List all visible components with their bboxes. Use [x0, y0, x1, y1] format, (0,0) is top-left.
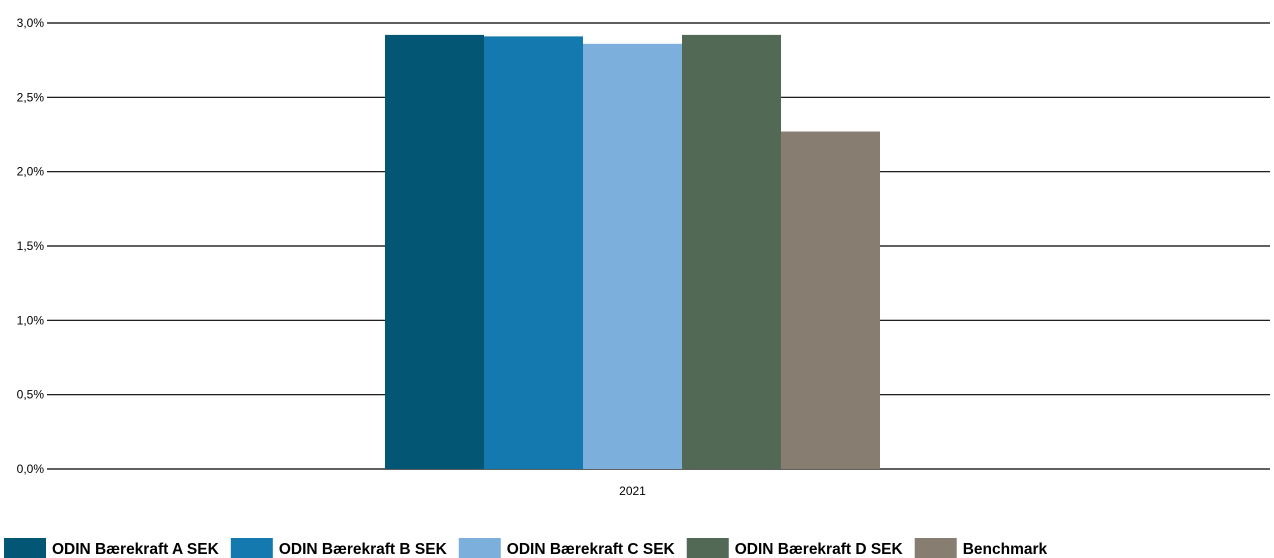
legend-label: ODIN Bærekraft B SEK	[279, 541, 448, 558]
legend-label: Benchmark	[963, 541, 1048, 558]
legend-label: ODIN Bærekraft A SEK	[52, 541, 220, 558]
legend-item: ODIN Bærekraft D SEK	[686, 538, 904, 558]
x-tick-label: 2021	[619, 484, 646, 498]
legend-swatch	[686, 538, 729, 558]
legend-swatch	[458, 538, 501, 558]
legend-swatch	[4, 538, 46, 558]
y-tick-label: 2,5%	[17, 90, 45, 104]
bar-2	[484, 36, 583, 469]
legend-swatch	[914, 538, 957, 558]
y-axis-tick-labels: 0,0% 0,5% 1,0% 1,5% 2,0% 2,5% 3,0%	[17, 16, 45, 476]
y-tick-label: 3,0%	[17, 16, 45, 30]
x-axis-tick-labels: 2021	[619, 484, 646, 498]
legend-item: ODIN Bærekraft B SEK	[230, 538, 448, 558]
y-tick-label: 0,5%	[17, 388, 45, 402]
y-tick-label: 1,0%	[17, 313, 45, 327]
bar-3	[583, 43, 682, 470]
legend-item: Benchmark	[914, 538, 1048, 558]
legend: ODIN Bærekraft A SEK ODIN Bærekraft B SEK…	[4, 538, 1048, 558]
legend-item: ODIN Bærekraft C SEK	[458, 538, 676, 558]
y-tick-label: 0,0%	[17, 462, 45, 476]
bars	[385, 34, 880, 470]
bar-5	[781, 131, 880, 469]
bar-4	[682, 34, 781, 469]
legend-item: ODIN Bærekraft A SEK	[4, 538, 220, 558]
legend-label: ODIN Bærekraft C SEK	[507, 541, 676, 558]
bar-1	[385, 34, 484, 469]
y-tick-label: 2,0%	[17, 165, 45, 179]
legend-label: ODIN Bærekraft D SEK	[735, 541, 904, 558]
legend-swatch	[230, 538, 273, 558]
y-tick-label: 1,5%	[17, 239, 45, 253]
